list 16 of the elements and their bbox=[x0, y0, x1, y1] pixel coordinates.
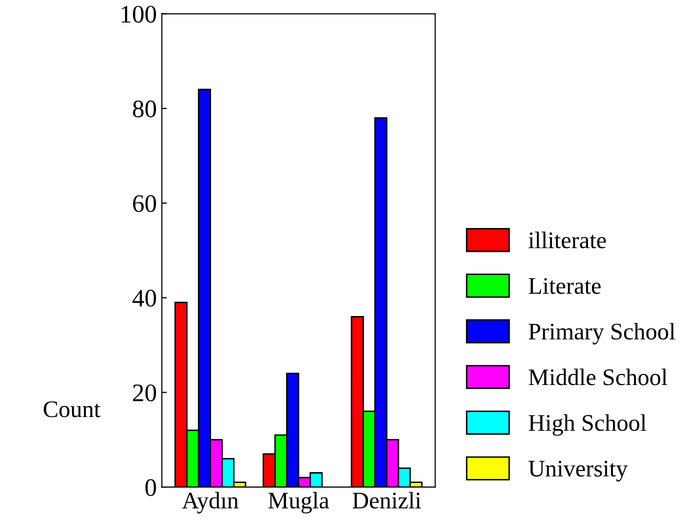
y-tick-label: 0 bbox=[145, 479, 156, 496]
x-tick-label: Mugla bbox=[268, 492, 330, 514]
y-tick-label: 100 bbox=[122, 6, 156, 23]
x-tick-label: Denizli bbox=[352, 492, 421, 509]
y-axis-title: Count bbox=[44, 401, 100, 418]
x-tick-label: Aydın bbox=[182, 492, 238, 514]
y-tick-label: 40 bbox=[132, 290, 156, 307]
legend-label: Primary School bbox=[528, 322, 676, 344]
y-tick-label: 80 bbox=[132, 100, 156, 118]
legend-label: illiterate bbox=[528, 232, 606, 248]
y-tick-label: 20 bbox=[133, 384, 156, 402]
legend-label: Literate bbox=[528, 278, 601, 294]
y-tick-label: 60 bbox=[133, 195, 156, 212]
legend-label: University bbox=[528, 460, 628, 482]
legend-label: High School bbox=[528, 414, 646, 436]
legend-label: Middle School bbox=[528, 368, 668, 386]
